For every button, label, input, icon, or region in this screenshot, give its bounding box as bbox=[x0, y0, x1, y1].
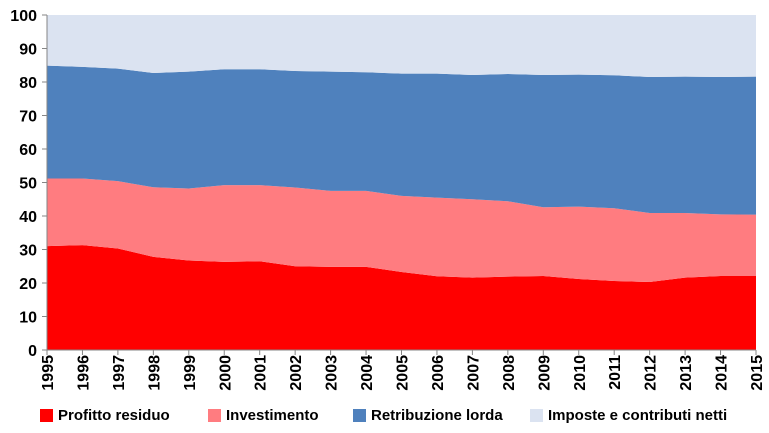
x-tick-label: 2015 bbox=[749, 355, 766, 391]
y-tick-label: 90 bbox=[19, 42, 37, 59]
x-tick-label: 2005 bbox=[395, 355, 412, 391]
legend-swatch bbox=[40, 408, 53, 422]
y-tick-label: 80 bbox=[19, 75, 37, 92]
legend-item-imposte-e-contributi-netti: Imposte e contributi netti bbox=[530, 402, 727, 428]
axes-group bbox=[42, 14, 757, 355]
y-tick-label: 0 bbox=[28, 343, 37, 360]
y-tick-label: 60 bbox=[19, 142, 37, 159]
legend: Profitto residuo Investimento Retribuzione… bbox=[0, 402, 769, 428]
legend-swatch bbox=[530, 408, 543, 422]
y-tick-label: 40 bbox=[19, 209, 37, 226]
x-tick-label: 2003 bbox=[324, 355, 341, 391]
x-tick-label: 1997 bbox=[111, 355, 128, 391]
y-tick-label: 30 bbox=[19, 243, 37, 260]
x-tick-label: 2001 bbox=[253, 355, 270, 391]
legend-label: Profitto residuo bbox=[58, 406, 170, 424]
x-tick-label: 2012 bbox=[643, 355, 660, 391]
legend-item-retribuzione-lorda: Retribuzione lorda bbox=[353, 402, 503, 428]
x-tick-label: 2000 bbox=[217, 355, 234, 391]
legend-label: Imposte e contributi netti bbox=[548, 406, 728, 424]
y-tick-label: 50 bbox=[19, 176, 37, 193]
y-tick-labels: 0 10 20 30 40 50 60 70 80 90 100 bbox=[10, 8, 37, 360]
area-series-group bbox=[47, 15, 756, 350]
x-tick-label: 2002 bbox=[288, 355, 305, 391]
x-tick-label: 2004 bbox=[359, 355, 376, 391]
x-tick-label: 1999 bbox=[182, 355, 199, 391]
x-tick-label: 2009 bbox=[536, 355, 553, 391]
x-tick-labels: 1995 1996 1997 1998 1999 2000 2001 2002 2003 2004… bbox=[40, 355, 766, 391]
legend-item-profitto-residuo: Profitto residuo bbox=[40, 402, 170, 428]
x-tick-label: 1998 bbox=[146, 355, 163, 391]
x-tick-label: 2007 bbox=[465, 355, 482, 391]
x-tick-label: 2013 bbox=[678, 355, 695, 391]
x-tick-label: 2008 bbox=[501, 355, 518, 391]
area-imposte-e-contributi-netti bbox=[47, 15, 756, 77]
x-tick-label: 2010 bbox=[572, 355, 589, 391]
y-tick-label: 20 bbox=[19, 276, 37, 293]
legend-label: Retribuzione lorda bbox=[371, 406, 503, 424]
x-tick-label: 1996 bbox=[75, 355, 92, 391]
y-tick-label: 70 bbox=[19, 109, 37, 126]
area-profitto-residuo bbox=[47, 245, 756, 350]
x-tick-label: 2011 bbox=[607, 355, 624, 390]
legend-swatch bbox=[353, 408, 366, 422]
area-investimento bbox=[47, 178, 756, 282]
x-tick-label: 2014 bbox=[714, 355, 731, 391]
x-tick-label: 2006 bbox=[430, 355, 447, 391]
y-tick-label: 10 bbox=[19, 310, 37, 327]
legend-swatch bbox=[208, 408, 221, 422]
x-tick-label: 1995 bbox=[40, 355, 57, 391]
legend-label: Investimento bbox=[226, 406, 319, 424]
y-tick-label: 100 bbox=[10, 8, 37, 25]
area-retribuzione-lorda bbox=[47, 65, 756, 215]
legend-item-investimento: Investimento bbox=[208, 402, 319, 428]
